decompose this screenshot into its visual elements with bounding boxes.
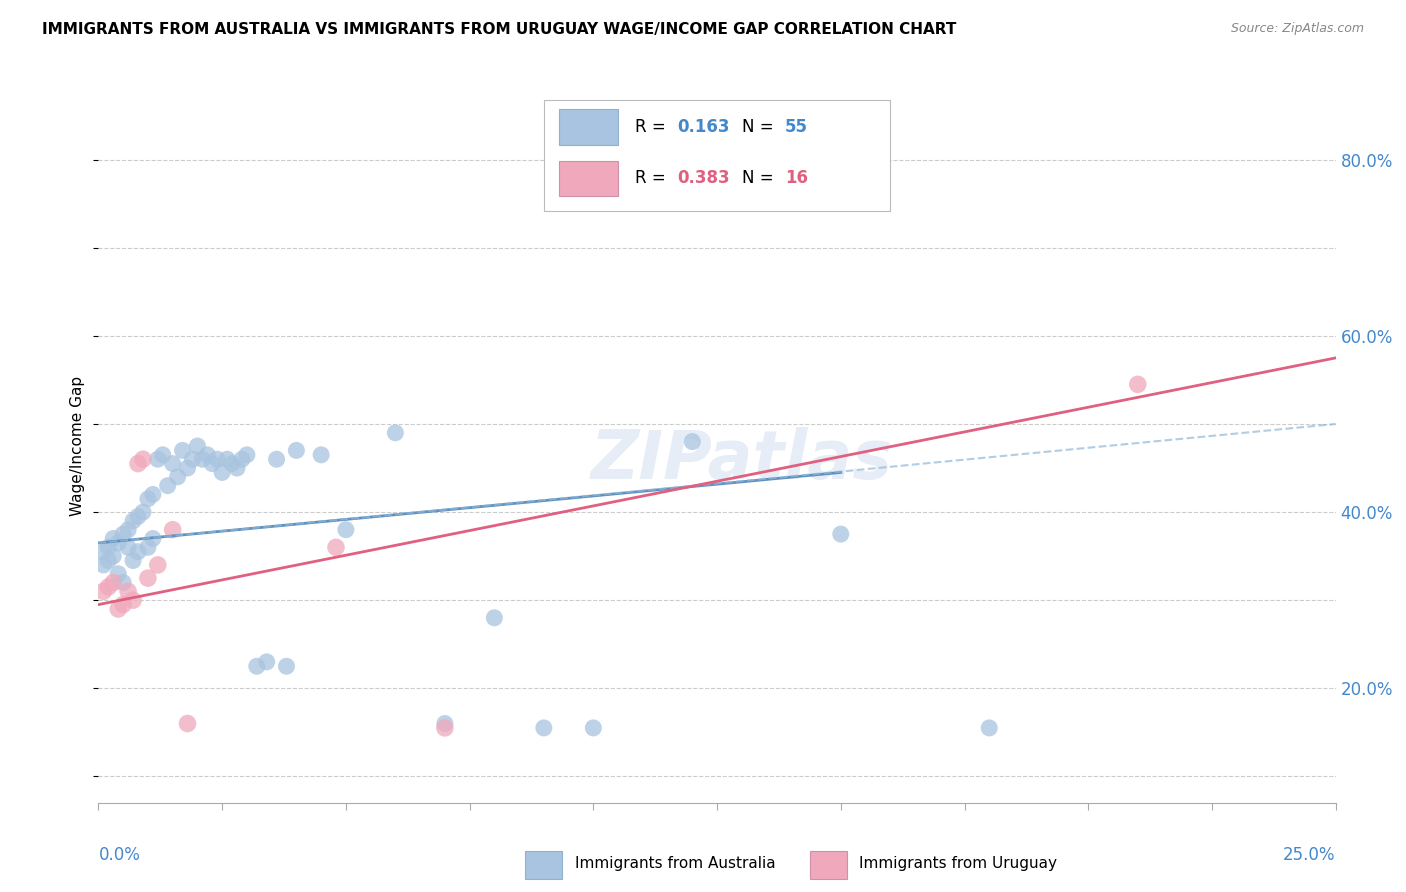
Point [112,575,135,590]
FancyBboxPatch shape [558,161,619,196]
Point [146,558,169,572]
Point [146,452,169,467]
Point [122,514,145,528]
Text: N =: N = [742,169,779,187]
Point [433,716,456,731]
Point [191,452,214,467]
Point [266,452,288,467]
Point [979,721,1001,735]
Point [132,505,155,519]
Point [93,545,115,559]
Point [93,584,115,599]
Point [221,457,243,471]
Text: 0.0%: 0.0% [98,846,141,863]
Text: IMMIGRANTS FROM AUSTRALIA VS IMMIGRANTS FROM URUGUAY WAGE/INCOME GAP CORRELATION: IMMIGRANTS FROM AUSTRALIA VS IMMIGRANTS … [42,22,956,37]
Point [246,659,269,673]
Point [226,461,249,475]
Point [384,425,406,440]
Point [117,541,139,555]
Point [112,598,135,612]
Text: ZIPatlas: ZIPatlas [591,427,893,493]
FancyBboxPatch shape [558,109,619,145]
Point [112,527,135,541]
Point [132,452,155,467]
Text: 25.0%: 25.0% [1284,846,1336,863]
Point [335,523,357,537]
Point [97,541,120,555]
Point [176,716,198,731]
Point [136,541,159,555]
Point [127,545,149,559]
Point [103,575,125,590]
Point [582,721,605,735]
FancyBboxPatch shape [810,851,846,880]
Point [127,509,149,524]
Point [156,478,179,492]
Point [181,452,204,467]
FancyBboxPatch shape [544,100,890,211]
Text: R =: R = [636,118,672,136]
Point [122,593,145,607]
Point [276,659,298,673]
Point [97,580,120,594]
Point [103,549,125,563]
Point [186,439,208,453]
Point [176,461,198,475]
Point [117,584,139,599]
Point [142,532,165,546]
Point [195,448,218,462]
Point [107,602,129,616]
Point [231,452,253,467]
Point [533,721,555,735]
Point [107,536,129,550]
FancyBboxPatch shape [526,851,562,880]
Point [205,452,228,467]
Point [1126,377,1149,392]
Text: N =: N = [742,118,779,136]
Point [127,457,149,471]
Point [152,448,174,462]
Text: Source: ZipAtlas.com: Source: ZipAtlas.com [1230,22,1364,36]
Text: Immigrants from Australia: Immigrants from Australia [575,856,775,871]
Point [117,523,139,537]
Text: 0.163: 0.163 [678,118,730,136]
Point [172,443,194,458]
Point [103,532,125,546]
Point [285,443,308,458]
Text: Immigrants from Uruguay: Immigrants from Uruguay [859,856,1057,871]
Point [681,434,703,449]
Point [309,448,332,462]
Text: R =: R = [636,169,672,187]
Point [142,487,165,501]
Point [433,721,456,735]
Point [166,470,188,484]
Point [107,566,129,581]
Y-axis label: Wage/Income Gap: Wage/Income Gap [70,376,86,516]
Point [162,523,184,537]
Text: 0.383: 0.383 [678,169,730,187]
Point [136,571,159,585]
Point [236,448,259,462]
Point [217,452,239,467]
Text: 16: 16 [785,169,808,187]
Point [122,553,145,567]
Point [201,457,224,471]
Point [93,558,115,572]
Point [256,655,278,669]
Point [830,527,852,541]
Point [136,491,159,506]
Text: 55: 55 [785,118,808,136]
Point [211,466,233,480]
Point [484,611,506,625]
Point [97,553,120,567]
Point [325,541,347,555]
Point [162,457,184,471]
